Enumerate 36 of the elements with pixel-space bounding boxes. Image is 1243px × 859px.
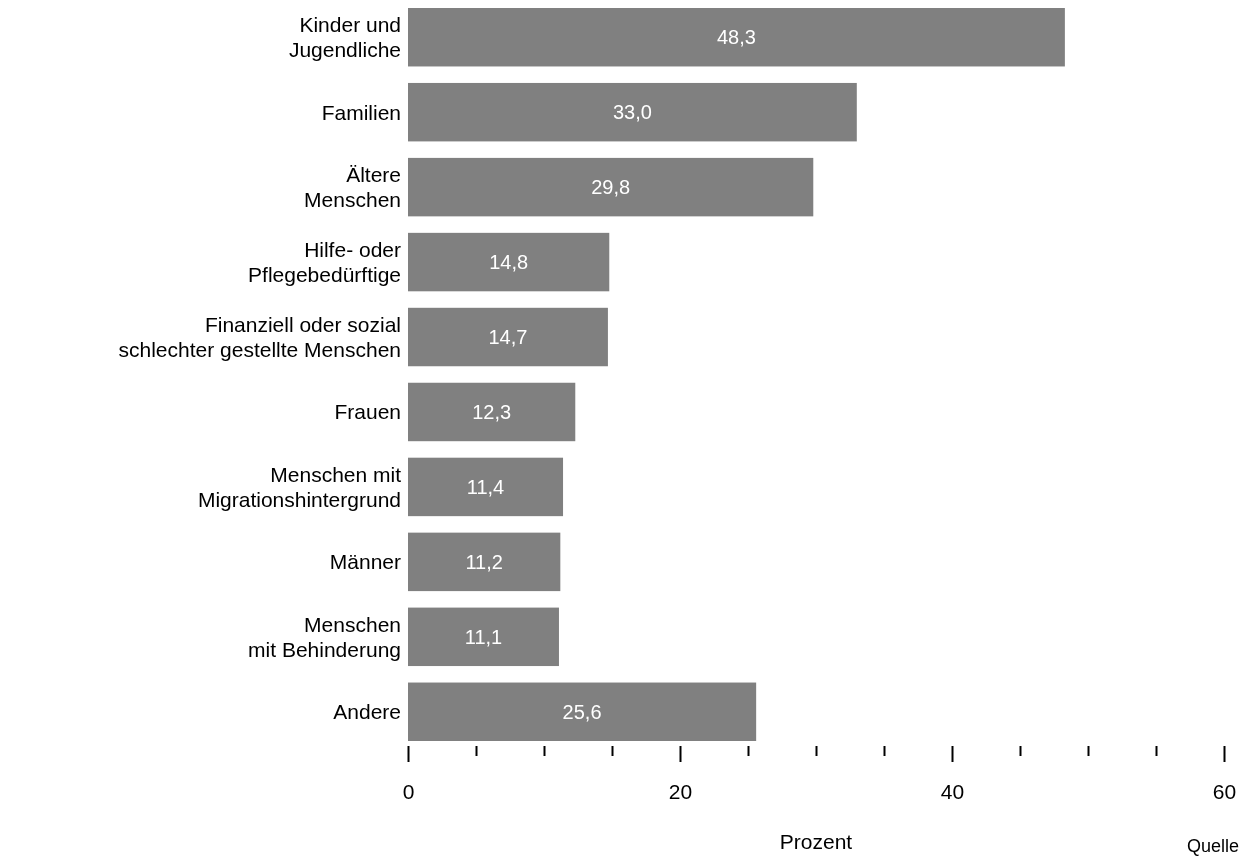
text: Quelle bbox=[1186, 836, 1239, 856]
y-tick-label: Ältere Menschen bbox=[304, 162, 401, 212]
y-tick-label: Familien bbox=[321, 100, 401, 124]
data-label: 25,6 bbox=[562, 700, 602, 723]
x-axis-title: Prozent bbox=[779, 830, 853, 853]
bar bbox=[408, 457, 564, 517]
x-tick-label: 60 bbox=[1212, 779, 1237, 803]
y-tick-label: Kinder und Jugendliche bbox=[288, 12, 401, 62]
data-label: 48,3 bbox=[716, 26, 756, 49]
bar bbox=[408, 82, 857, 142]
data-label: 12,3 bbox=[472, 400, 512, 423]
bar bbox=[408, 8, 1065, 67]
data-label: 33,0 bbox=[612, 101, 652, 124]
bar bbox=[408, 232, 610, 292]
y-tick-label: Hilfe- oder Pflegebedürftige bbox=[248, 237, 401, 287]
bar bbox=[408, 532, 561, 592]
data-label: 11,1 bbox=[464, 625, 503, 648]
data-label: 11,2 bbox=[465, 550, 503, 573]
y-tick-label: Menschen mit Behinderung bbox=[248, 612, 401, 661]
data-label: 11,4 bbox=[466, 475, 505, 498]
bar bbox=[408, 382, 576, 442]
bar bbox=[408, 307, 608, 367]
data-label: 14,8 bbox=[489, 251, 529, 274]
y-tick-label: Männer bbox=[329, 550, 402, 574]
y-tick-label: Finanziell oder sozial schlechter gestellte Menschen bbox=[118, 312, 401, 361]
x-tick-label: 20 bbox=[668, 779, 693, 803]
y-tick-label: Menschen mit Migrationshintergrund bbox=[197, 462, 402, 511]
x-tick-label: 40 bbox=[940, 779, 965, 803]
data-label: 29,8 bbox=[591, 176, 631, 199]
y-tick-label: Andere bbox=[333, 700, 401, 724]
data-label: 14,7 bbox=[488, 326, 528, 349]
bar bbox=[408, 607, 559, 667]
bar bbox=[408, 682, 757, 741]
y-tick-label: Frauen bbox=[334, 400, 401, 424]
x-tick-label: 0 bbox=[402, 779, 415, 803]
bar bbox=[408, 157, 814, 217]
